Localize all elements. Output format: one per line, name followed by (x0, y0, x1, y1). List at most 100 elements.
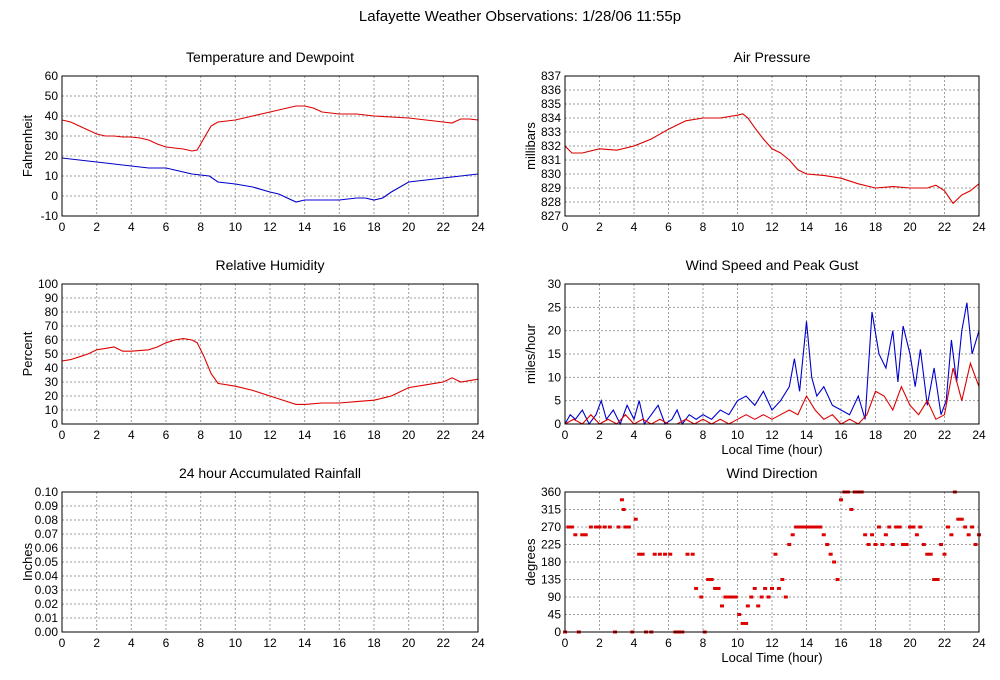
y-tick-label: 50 (45, 89, 59, 103)
x-tick-label: 4 (631, 428, 638, 442)
plot-frame (564, 491, 980, 633)
y-tick-label: 0 (554, 417, 561, 431)
data-point (652, 552, 657, 556)
x-tick-label: 20 (903, 636, 917, 650)
x-tick-label: 22 (437, 220, 451, 234)
plot-frame (61, 75, 479, 217)
data-point (633, 517, 638, 521)
x-tick-label: 20 (903, 428, 917, 442)
data-point (835, 578, 840, 581)
x-tick-label: 10 (229, 220, 243, 234)
y-tick-label: 25 (548, 300, 562, 314)
plot-frame (61, 283, 479, 425)
x-tick-label: 8 (197, 428, 204, 442)
y-tick-label: 45 (548, 608, 562, 622)
y-axis-label: Fahrenheit (20, 115, 35, 178)
y-axis-label: millibars (523, 122, 538, 170)
y-tick-label: 0 (554, 625, 561, 639)
y-axis-label: miles/hour (523, 323, 538, 384)
y-axis-label: degrees (523, 538, 538, 585)
data-point (804, 525, 809, 529)
data-point (745, 604, 750, 608)
x-tick-label: 16 (333, 428, 347, 442)
plot-frame (564, 75, 980, 217)
x-tick-label: 16 (333, 636, 347, 650)
x-tick-label: 16 (834, 428, 848, 442)
data-point (908, 525, 912, 529)
data-point (890, 543, 895, 546)
data-point (637, 552, 642, 556)
x-axis-label: Local Time (hour) (721, 650, 822, 665)
y-tick-label: 10 (45, 169, 59, 183)
y-tick-label: 30 (45, 129, 59, 143)
y-tick-label: 15 (548, 347, 562, 361)
y-tick-label: 836 (541, 83, 561, 97)
y-tick-label: 50 (45, 347, 59, 361)
data-point (756, 604, 761, 608)
y-tick-label: 60 (45, 69, 59, 83)
chart-title: Wind Direction (726, 465, 817, 481)
x-tick-label: 18 (869, 636, 883, 650)
data-point (780, 578, 785, 581)
data-point (911, 525, 916, 529)
data-point (640, 552, 645, 556)
x-tick-label: 22 (938, 220, 952, 234)
data-point (914, 533, 919, 537)
data-point (623, 525, 628, 529)
data-point (594, 525, 599, 529)
y-tick-label: 831 (541, 153, 561, 167)
data-point (921, 543, 926, 546)
y-tick-label: 20 (45, 389, 59, 403)
x-tick-label: 2 (93, 220, 100, 234)
x-tick-label: 24 (471, 220, 485, 234)
data-point (904, 543, 909, 546)
data-point (773, 552, 778, 556)
data-point (918, 525, 923, 529)
data-point (959, 517, 964, 521)
x-tick-label: 24 (972, 428, 986, 442)
data-point (811, 525, 816, 529)
x-axis-label: Local Time (hour) (721, 442, 822, 457)
data-point (790, 533, 795, 537)
data-point (573, 533, 578, 537)
data-point (716, 586, 721, 590)
y-tick-label: 60 (45, 333, 59, 347)
x-tick-label: 12 (263, 220, 277, 234)
data-point (580, 533, 585, 537)
x-tick-label: 14 (800, 636, 814, 650)
data-point (883, 533, 888, 537)
data-point (787, 543, 792, 546)
x-tick-label: 0 (59, 636, 66, 650)
data-point (597, 525, 602, 529)
data-point (706, 578, 711, 581)
x-tick-label: 2 (596, 636, 603, 650)
data-point (770, 586, 774, 590)
series-line-red (61, 338, 479, 405)
data-point (966, 533, 971, 537)
data-point (763, 586, 768, 590)
x-tick-label: 6 (163, 428, 170, 442)
y-tick-label: 0 (51, 189, 58, 203)
data-point (607, 525, 612, 529)
x-tick-label: 14 (298, 428, 312, 442)
data-point (970, 525, 975, 529)
y-tick-label: 0.03 (35, 583, 59, 597)
data-point (825, 543, 830, 546)
series-line-blue (564, 302, 980, 426)
x-tick-label: 8 (700, 220, 707, 234)
y-tick-label: 135 (541, 573, 561, 587)
y-axis-label: Percent (20, 331, 35, 376)
x-tick-label: 14 (298, 636, 312, 650)
x-tick-label: 14 (298, 220, 312, 234)
series-line-red (564, 113, 980, 205)
x-tick-label: 10 (731, 428, 745, 442)
y-tick-label: 835 (541, 97, 561, 111)
y-tick-label: 20 (45, 149, 59, 163)
x-tick-label: 0 (59, 428, 66, 442)
y-tick-label: 834 (541, 111, 561, 125)
data-point (801, 525, 806, 529)
x-tick-label: 10 (229, 428, 243, 442)
plot-frame (61, 491, 479, 633)
